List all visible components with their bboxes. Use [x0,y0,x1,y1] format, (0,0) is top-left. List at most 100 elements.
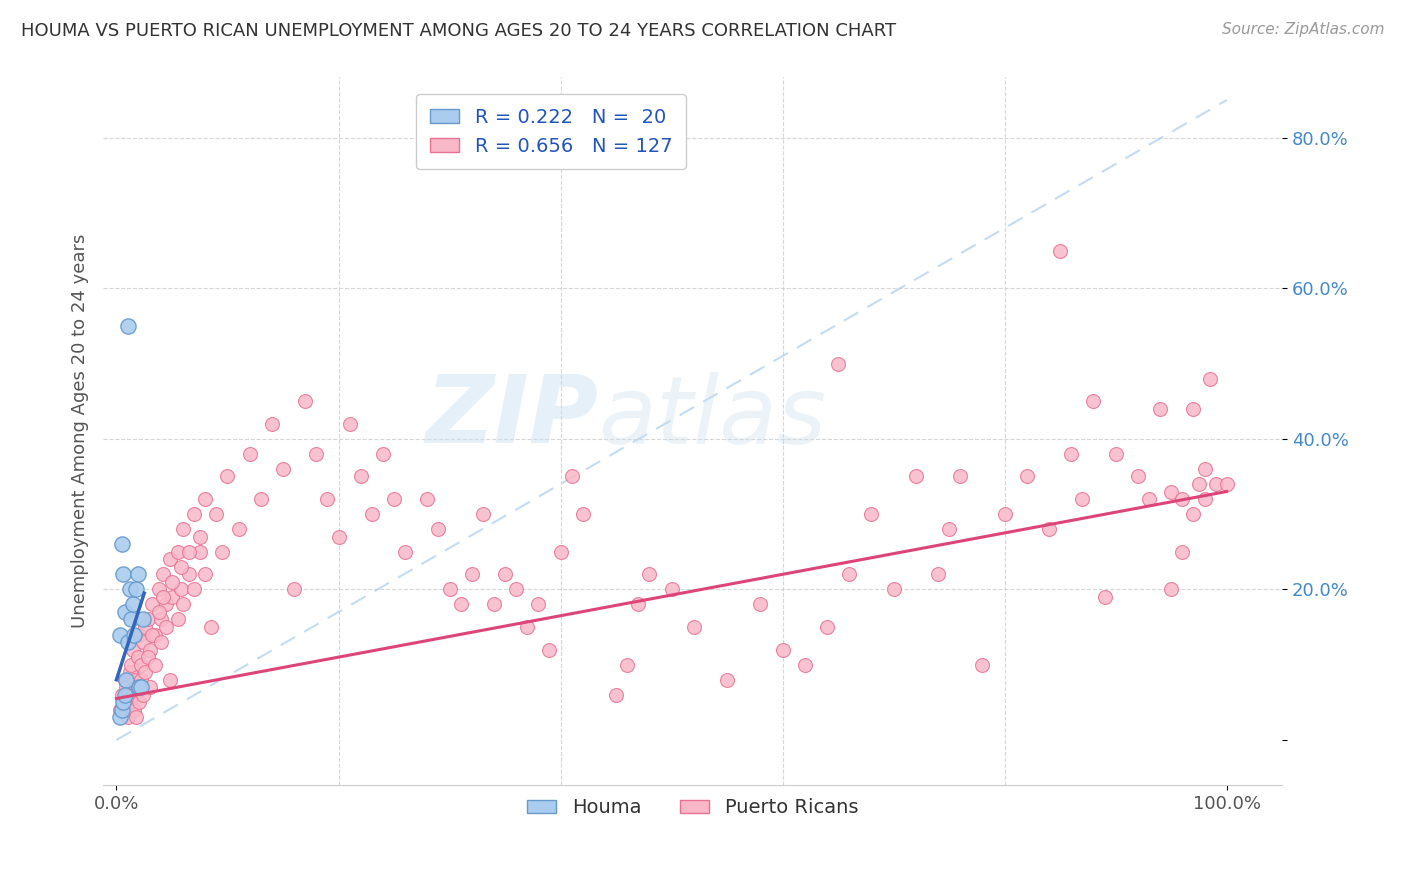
Point [211,545,233,559]
Point [128,680,150,694]
Point [605,688,627,702]
Point [1126,469,1149,483]
Point [136,650,159,665]
Point [827,357,849,371]
Point [427,522,450,536]
Point [1160,484,1182,499]
Point [159,673,181,687]
Point [129,673,152,687]
Point [160,590,183,604]
Point [638,567,661,582]
Point [111,703,134,717]
Point [117,635,139,649]
Point [904,469,927,483]
Point [516,620,538,634]
Point [141,627,163,641]
Point [149,635,172,649]
Point [108,703,131,717]
Point [1199,371,1222,385]
Point [112,567,135,582]
Point [494,567,516,582]
Point [120,613,142,627]
Point [120,657,142,672]
Point [117,318,139,333]
Point [188,545,211,559]
Point [416,491,439,506]
Point [1105,447,1128,461]
Point [152,590,174,604]
Point [571,507,593,521]
Point [122,642,145,657]
Point [143,627,166,641]
Point [716,673,738,687]
Point [328,530,350,544]
Point [114,673,136,687]
Point [627,598,650,612]
Point [148,605,170,619]
Point [112,695,135,709]
Point [1015,469,1038,483]
Point [141,598,163,612]
Point [749,598,772,612]
Point [439,582,461,597]
Point [1094,590,1116,604]
Point [461,567,484,582]
Point [127,567,149,582]
Point [661,582,683,597]
Legend: Houma, Puerto Ricans: Houma, Puerto Ricans [519,790,866,825]
Point [118,695,141,709]
Point [129,680,152,694]
Point [160,574,183,589]
Point [108,627,131,641]
Point [139,680,162,694]
Point [1160,582,1182,597]
Point [132,635,155,649]
Point [1182,401,1205,416]
Point [117,688,139,702]
Point [194,491,217,506]
Point [860,507,883,521]
Point [183,507,205,521]
Point [122,627,145,641]
Point [139,642,162,657]
Text: HOUMA VS PUERTO RICAN UNEMPLOYMENT AMONG AGES 20 TO 24 YEARS CORRELATION CHART: HOUMA VS PUERTO RICAN UNEMPLOYMENT AMONG… [21,22,896,40]
Point [205,507,228,521]
Point [1071,491,1094,506]
Point [228,522,250,536]
Point [117,710,139,724]
Point [1188,477,1211,491]
Point [682,620,704,634]
Point [239,447,262,461]
Point [394,545,416,559]
Point [200,620,222,634]
Point [129,657,152,672]
Point [170,582,193,597]
Point [152,567,174,582]
Point [1049,244,1071,258]
Point [172,598,194,612]
Point [1194,462,1216,476]
Point [166,545,188,559]
Point [155,620,177,634]
Point [1149,401,1171,416]
Point [371,447,394,461]
Point [127,650,149,665]
Point [994,507,1017,521]
Point [471,507,494,521]
Point [149,613,172,627]
Point [177,567,200,582]
Point [1171,545,1194,559]
Point [114,688,136,702]
Point [194,567,217,582]
Point [136,613,159,627]
Point [815,620,838,634]
Y-axis label: Unemployment Among Ages 20 to 24 years: Unemployment Among Ages 20 to 24 years [72,234,89,629]
Point [148,582,170,597]
Point [114,605,136,619]
Point [172,522,194,536]
Point [1060,447,1083,461]
Point [1083,394,1105,409]
Point [111,537,134,551]
Point [538,642,561,657]
Point [115,680,138,694]
